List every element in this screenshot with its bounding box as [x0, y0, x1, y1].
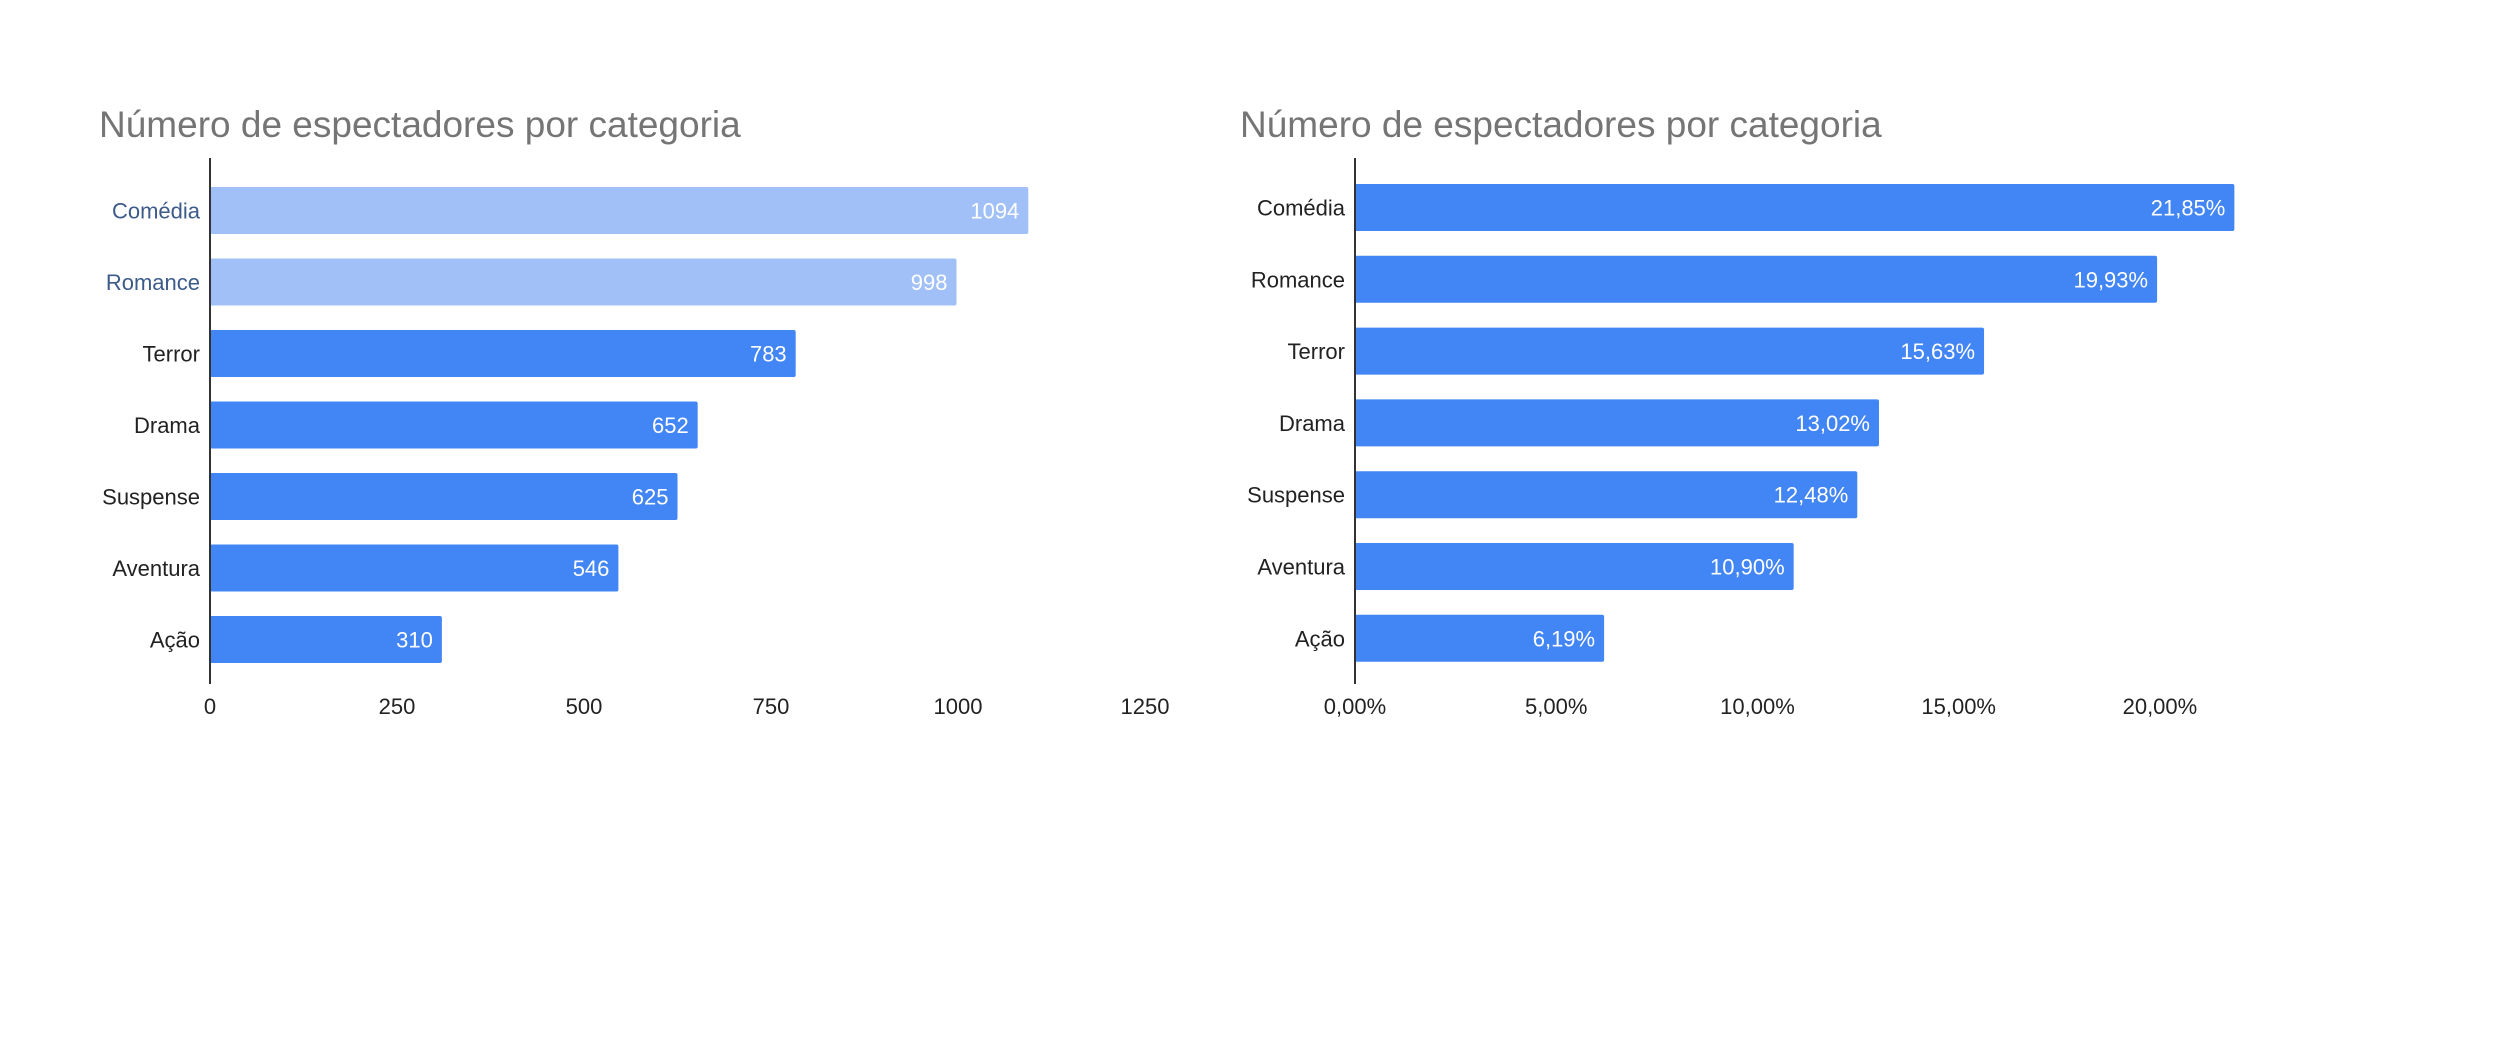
bar-chart-svg: Comédia 1094 Romance 998 Terror 783 Drama 652 Su…	[102, 158, 1170, 719]
data-label: 546	[573, 556, 610, 581]
category-label: Comédia	[112, 199, 201, 224]
bar-6	[210, 616, 442, 663]
x-tick-label: 10,00%	[1720, 694, 1795, 719]
bar-0	[210, 187, 1029, 234]
x-tick-label: 0	[204, 694, 216, 719]
data-label: 13,02%	[1795, 411, 1870, 436]
bar-2	[1355, 327, 1985, 375]
data-label: 1094	[970, 199, 1019, 224]
category-label: Suspense	[1247, 483, 1345, 508]
data-label: 15,63%	[1900, 339, 1975, 364]
bar-6	[1355, 614, 1605, 662]
chart-title: Número de espectadores por categoria	[1240, 104, 1882, 145]
x-tick-label: 5,00%	[1525, 694, 1587, 719]
bar-0	[1355, 184, 2235, 231]
bar-3	[1355, 399, 1880, 447]
category-label: Comédia	[1257, 196, 1346, 221]
bar-1	[210, 258, 957, 306]
chart-viewers-percentage: Número de espectadores por categoria Com…	[1220, 0, 2500, 760]
bar-2	[210, 330, 796, 377]
category-label: Romance	[1251, 267, 1345, 292]
bar-5	[1355, 543, 1794, 590]
data-label: 21,85%	[2151, 196, 2226, 221]
category-label: Drama	[134, 413, 201, 438]
chart-viewers-count: Número de espectadores por categoria Com…	[0, 0, 1220, 760]
bar-4	[1355, 471, 1858, 519]
data-label: 10,90%	[1710, 555, 1785, 580]
x-tick-label: 20,00%	[2123, 694, 2198, 719]
data-label: 19,93%	[2073, 267, 2148, 292]
x-tick-label: 250	[379, 694, 416, 719]
chart-title: Número de espectadores por categoria	[99, 104, 741, 145]
data-label: 625	[632, 485, 669, 510]
data-label: 12,48%	[1774, 483, 1849, 508]
category-label: Drama	[1279, 411, 1346, 436]
category-label: Ação	[150, 628, 200, 653]
x-tick-label: 15,00%	[1921, 694, 1996, 719]
category-label: Suspense	[102, 485, 200, 510]
category-label: Romance	[106, 270, 200, 295]
data-label: 6,19%	[1533, 626, 1595, 651]
bar-1	[1355, 255, 2158, 303]
category-label: Aventura	[112, 556, 200, 581]
data-label: 652	[652, 413, 689, 438]
bar-3	[210, 401, 698, 449]
x-tick-label: 1000	[934, 694, 983, 719]
x-tick-label: 0,00%	[1324, 694, 1386, 719]
data-label: 998	[911, 270, 948, 295]
bar-5	[210, 544, 619, 592]
data-label: 310	[396, 628, 433, 653]
x-tick-label: 1250	[1121, 694, 1170, 719]
bar-chart-svg: Comédia 21,85% Romance 19,93% Terror 15,63% Dr…	[1247, 158, 2235, 719]
x-tick-label: 500	[566, 694, 603, 719]
category-label: Terror	[143, 342, 200, 367]
data-label: 783	[750, 342, 787, 367]
x-tick-label: 750	[753, 694, 790, 719]
category-label: Ação	[1295, 626, 1345, 651]
bar-4	[210, 473, 678, 520]
category-label: Aventura	[1257, 555, 1345, 580]
category-label: Terror	[1288, 339, 1345, 364]
